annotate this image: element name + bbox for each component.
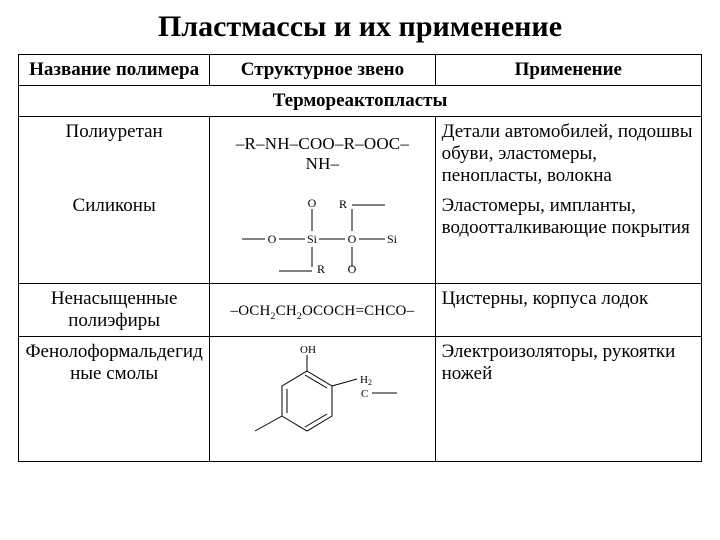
si-label-O1: O (268, 232, 277, 246)
polyurethane-structure: –R–NH–COO–R–OOC– NH– (210, 117, 435, 192)
si-label-Otop: O (308, 196, 317, 210)
header-usage: Применение (435, 55, 701, 86)
row-phenol: Фенолоформальдегид ные смолы (19, 337, 702, 462)
silicones-name: Силиконы (19, 191, 210, 284)
section-row: Термореактопласты (19, 86, 702, 117)
polyurethane-name: Полиуретан (19, 117, 210, 192)
header-structure: Структурное звено (210, 55, 435, 86)
phenol-name-1: Фенолоформальдегид (26, 341, 203, 362)
si-label-Rbot: R (317, 262, 325, 273)
page-title: Пластмассы и их применение (18, 10, 702, 44)
phenol-usage: Электроизоляторы, рукоятки ножей (435, 337, 701, 462)
row-polyesters: Ненасыщенные полиэфиры –OCH2CH2OCOCH=CHC… (19, 284, 702, 337)
section-title: Термореактопласты (19, 86, 702, 117)
row-polyurethane: Полиуретан –R–NH–COO–R–OOC– NH– Детали а… (19, 117, 702, 192)
row-silicones: Силиконы (19, 191, 702, 284)
phenol-diagram: OH H2 C (237, 341, 407, 457)
phenol-H2: H2 (360, 374, 372, 387)
phenol-name: Фенолоформальдегид ные смолы (19, 337, 210, 462)
si-label-O2: O (348, 232, 357, 246)
phenol-structure: OH H2 C (210, 337, 435, 462)
polyurethane-formula-2: NH– (216, 154, 428, 174)
header-row: Название полимера Структурное звено Прим… (19, 55, 702, 86)
polyesters-name: Ненасыщенные полиэфиры (19, 284, 210, 337)
polyesters-usage: Цистерны, корпуса лодок (435, 284, 701, 337)
polyesters-formula: –OCH2CH2OCOCH=CHCO– (231, 303, 415, 319)
polyurethane-formula-1: –R–NH–COO–R–OOC– (216, 134, 428, 154)
polyesters-name-1: Ненасыщенные (51, 288, 178, 309)
si-label-Rtop: R (339, 197, 347, 211)
silicone-diagram: O Si O Si O R R O (237, 195, 407, 279)
polyesters-name-2: полиэфиры (68, 310, 160, 331)
polyesters-structure: –OCH2CH2OCOCH=CHCO– (210, 284, 435, 337)
silicones-usage: Эластомеры, импланты, водоотталкивающие … (435, 191, 701, 284)
si-label-Si2: Si (387, 232, 398, 246)
si-label-Obot: O (348, 262, 357, 273)
phenol-name-2: ные смолы (70, 363, 158, 384)
phenol-C: C (361, 388, 368, 400)
polyurethane-usage: Детали автомобилей, подошвы обуви, эласт… (435, 117, 701, 192)
silicones-structure: O Si O Si O R R O (210, 191, 435, 284)
polymer-table: Название полимера Структурное звено Прим… (18, 54, 702, 462)
si-label-Si1: Si (307, 232, 318, 246)
phenol-OH: OH (300, 344, 316, 356)
header-name: Название полимера (19, 55, 210, 86)
